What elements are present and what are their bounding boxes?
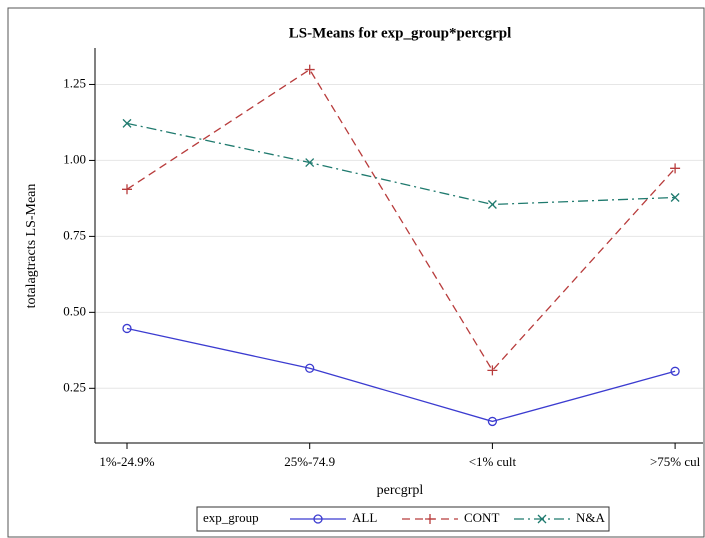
y-tick-label: 0.50	[63, 303, 86, 318]
series-line	[126, 122, 676, 206]
legend-label: ALL	[352, 510, 377, 525]
marker	[313, 514, 323, 524]
series-line	[126, 68, 676, 372]
series-line	[126, 327, 676, 423]
marker	[305, 363, 315, 373]
marker	[122, 323, 132, 334]
chart-title: LS-Means for exp_group*percgrpl	[289, 25, 512, 41]
marker	[670, 163, 681, 174]
marker	[304, 64, 315, 75]
x-tick-label: >75% cul	[650, 454, 701, 469]
x-tick-label: 1%-24.9%	[99, 454, 154, 469]
x-tick-label: 25%-74.9	[284, 454, 335, 469]
marker	[487, 365, 498, 376]
marker	[305, 158, 315, 168]
marker	[670, 193, 680, 202]
legend-label: CONT	[464, 510, 499, 525]
x-tick-label: <1% cult	[469, 454, 517, 469]
legend-title: exp_group	[203, 510, 259, 525]
frame	[7, 7, 705, 538]
marker	[425, 514, 435, 524]
y-tick-label: 1.00	[63, 151, 86, 166]
marker	[122, 118, 132, 128]
marker	[670, 366, 680, 376]
y-tick-label: 1.25	[63, 75, 86, 90]
y-tick-label: 0.25	[63, 379, 86, 394]
legend-label: N&A	[576, 510, 606, 525]
y-axis-label: totalagtracts LS-Mean	[24, 184, 39, 309]
marker	[487, 200, 497, 209]
y-tick-label: 0.75	[63, 227, 86, 242]
x-axis-label: percgrpl	[377, 483, 424, 498]
marker	[537, 514, 547, 524]
marker	[487, 416, 498, 427]
marker	[122, 184, 132, 195]
